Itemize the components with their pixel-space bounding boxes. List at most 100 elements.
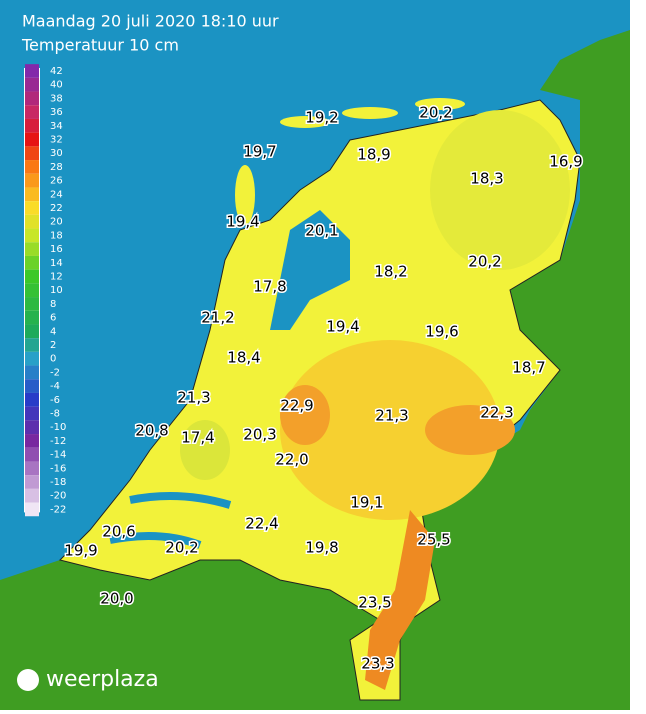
- legend-swatch: [25, 91, 39, 106]
- legend-label: 14: [50, 258, 63, 269]
- station-value: 19,1: [350, 494, 383, 512]
- legend-label: 32: [50, 135, 63, 146]
- title: Maandag 20 juli 2020 18:10 uur: [22, 12, 279, 31]
- station-value: 20,2: [419, 104, 452, 122]
- station-value: 25,5: [417, 531, 450, 549]
- station-value: 20,1: [305, 222, 338, 240]
- legend-swatch: [25, 228, 39, 243]
- island: [280, 116, 330, 128]
- station-value: 21,2: [201, 309, 234, 327]
- legend-swatch: [25, 173, 39, 188]
- legend-swatch: [25, 420, 39, 435]
- legend-label: -16: [50, 463, 66, 474]
- legend-label: -12: [50, 436, 66, 447]
- legend: 424038363432302826242220181614121086420-…: [24, 64, 66, 517]
- station-value: 19,7: [243, 143, 276, 161]
- legend-swatch: [25, 77, 39, 92]
- legend-swatch: [25, 406, 39, 421]
- legend-label: 0: [50, 354, 56, 365]
- legend-label: 22: [50, 203, 63, 214]
- lake: [270, 210, 350, 330]
- legend-swatch: [25, 283, 39, 298]
- legend-label: 6: [50, 313, 56, 324]
- legend-label: 42: [50, 66, 63, 77]
- station-value: 18,3: [470, 170, 503, 188]
- station-value: 16,9: [549, 153, 582, 171]
- legend-label: -22: [50, 504, 66, 515]
- legend-swatch: [25, 132, 39, 147]
- legend-swatch: [25, 160, 39, 174]
- island: [415, 98, 465, 110]
- cool-zone: [430, 110, 570, 270]
- legend-swatch: [25, 201, 39, 215]
- legend-label: -4: [50, 381, 60, 392]
- hot-zone: [425, 405, 515, 455]
- station-value: 20,6: [102, 523, 135, 541]
- legend-swatch: [25, 365, 39, 380]
- legend-label: -2: [50, 367, 60, 378]
- legend-swatch: [25, 310, 39, 325]
- station-value: 21,3: [177, 389, 210, 407]
- legend-label: 18: [50, 230, 63, 241]
- legend-swatch: [25, 64, 39, 78]
- legend-label: 30: [50, 148, 63, 159]
- station-value: 22,3: [480, 404, 513, 422]
- station-value: 18,2: [374, 263, 407, 281]
- cool-zone: [180, 420, 230, 480]
- station-value: 22,4: [245, 515, 278, 533]
- legend-label: -10: [50, 422, 66, 433]
- legend-label: 34: [50, 121, 63, 132]
- legend-swatch: [25, 269, 39, 284]
- legend-label: 8: [50, 299, 56, 310]
- legend-swatch: [25, 447, 39, 462]
- legend-label: 38: [50, 93, 63, 104]
- station-value: 17,8: [253, 278, 286, 296]
- legend-swatch: [25, 502, 39, 517]
- legend-label: 12: [50, 272, 63, 283]
- legend-swatch: [25, 118, 39, 133]
- station-value: 20,2: [165, 539, 198, 557]
- legend-label: -6: [50, 395, 60, 406]
- legend-swatch: [25, 242, 39, 256]
- station-value: 18,4: [227, 349, 260, 367]
- legend-label: 20: [50, 217, 63, 228]
- legend-swatch: [25, 475, 39, 489]
- legend-swatch: [25, 351, 39, 366]
- station-value: 20,8: [135, 422, 168, 440]
- legend-swatch: [25, 324, 39, 339]
- station-value: 21,3: [375, 407, 408, 425]
- station-value: 22,9: [280, 397, 313, 415]
- station-value: 18,7: [512, 359, 545, 377]
- legend-label: 24: [50, 189, 63, 200]
- station-value: 22,0: [275, 451, 308, 469]
- legend-swatch: [25, 146, 39, 161]
- neighbour-land: [0, 30, 630, 710]
- legend-swatch: [25, 461, 39, 476]
- legend-swatch: [25, 488, 39, 503]
- legend-label: 4: [50, 326, 56, 337]
- subtitle: Temperatuur 10 cm: [21, 36, 179, 55]
- legend-label: 40: [50, 80, 63, 91]
- station-value: 20,2: [468, 253, 501, 271]
- legend-label: -20: [50, 491, 66, 502]
- island: [235, 165, 255, 225]
- station-value: 19,8: [305, 539, 338, 557]
- legend-label: 16: [50, 244, 63, 255]
- legend-label: 26: [50, 176, 63, 187]
- station-value: 19,4: [326, 318, 359, 336]
- stations: 19,2 20,2 19,7 18,9 16,9 18,3 19,4 20,1 18,2 20,2…: [63, 102, 584, 674]
- legend-label: -18: [50, 477, 66, 488]
- station-value: 19,4: [226, 213, 259, 231]
- legend-swatch: [25, 297, 39, 311]
- station-value: 17,4: [181, 429, 214, 447]
- legend-swatch: [25, 434, 39, 448]
- legend-label: -14: [50, 450, 66, 461]
- logo: weerplaza: [46, 667, 159, 692]
- legend-swatch: [25, 338, 39, 352]
- hot-zone: [280, 385, 330, 445]
- logo-icon: [17, 669, 39, 691]
- station-value: 19,9: [64, 542, 97, 560]
- station-value: 23,3: [361, 655, 394, 673]
- legend-label: 28: [50, 162, 63, 173]
